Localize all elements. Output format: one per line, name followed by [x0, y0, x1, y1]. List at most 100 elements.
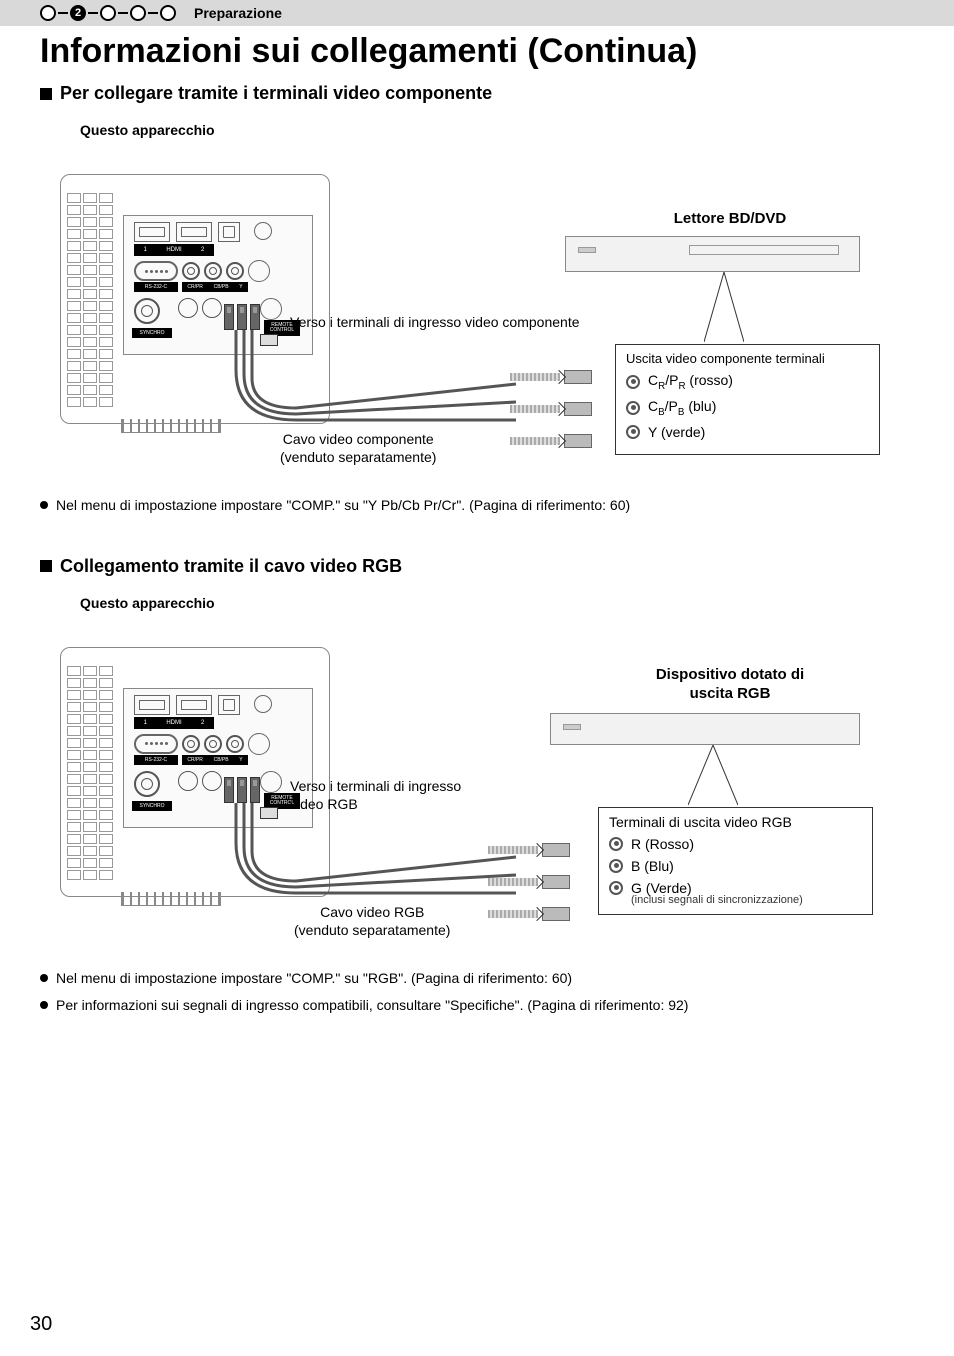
circle-port-icon — [254, 222, 272, 240]
rca-port-icon — [204, 262, 222, 280]
terminal-red-label: R (Rosso) — [631, 836, 694, 852]
terminal-row-blue: CB/PB (blu) — [626, 398, 869, 418]
bullet-item: Nel menu di impostazione impostare "COMP… — [40, 496, 914, 516]
terminal-box: Terminali di uscita video RGB R (Rosso) … — [598, 807, 873, 915]
input-label-line2: video RGB — [290, 795, 510, 813]
hdmi-2-label: 2 — [201, 720, 204, 726]
rca-cr-label: CR/PR — [187, 284, 203, 290]
connector-icon — [118, 12, 128, 14]
section-component: Per collegare tramite i terminali video … — [0, 83, 954, 138]
rs232-label: RS-232-C — [134, 755, 178, 765]
bullet-text: Nel menu di impostazione impostare "COMP… — [56, 496, 630, 516]
sync-label: SYNCHRO — [132, 328, 172, 338]
rca-ring-icon — [609, 859, 623, 873]
page-number: 30 — [30, 1313, 52, 1336]
step-5-icon — [160, 5, 176, 21]
step-label: Preparazione — [194, 5, 282, 21]
hdmi-port-icon — [176, 695, 212, 715]
vent-grid-icon — [67, 193, 113, 393]
panel-row-hdmi — [134, 222, 272, 242]
rs232-label: RS-232-C — [134, 282, 178, 292]
square-bullet-icon — [40, 560, 52, 572]
step-circles: 2 — [40, 5, 176, 21]
section-heading-text: Collegamento tramite il cavo video RGB — [60, 556, 402, 577]
bullet-item: Nel menu di impostazione impostare "COMP… — [40, 969, 914, 989]
plug-icon — [250, 777, 260, 803]
step-4-icon — [130, 5, 146, 21]
hdmi-text-label: HDMI — [166, 247, 181, 253]
rca-ring-icon — [609, 881, 623, 895]
rca-ring-icon — [609, 837, 623, 851]
section-heading-text: Per collegare tramite i terminali video … — [60, 83, 492, 104]
plug-icon — [224, 304, 234, 330]
rca-port-icon — [226, 735, 244, 753]
panel-row-hdmi — [134, 695, 272, 715]
bullet-dot-icon — [40, 974, 48, 982]
rca-port-icon — [182, 735, 200, 753]
jack-icon — [510, 402, 600, 416]
terminal-title: Uscita video componente terminali — [626, 351, 869, 366]
cable-caption-line1: Cavo video RGB — [294, 903, 450, 921]
circle-port-icon — [254, 695, 272, 713]
player-device — [550, 713, 860, 745]
bullet-item: Per informazioni sui segnali di ingresso… — [40, 996, 914, 1016]
rca-port-icon — [226, 262, 244, 280]
hdmi-label-strip: 1 HDMI 2 — [134, 244, 214, 256]
player-device — [565, 236, 860, 272]
circle-port-icon — [248, 260, 270, 282]
terminal-box: Uscita video componente terminali CR/PR … — [615, 344, 880, 455]
circle-port-icon — [248, 733, 270, 755]
plug-icon — [237, 777, 247, 803]
hdmi-1-label: 1 — [144, 247, 147, 253]
jack-icon — [488, 843, 578, 857]
panel-row-rca — [134, 733, 270, 755]
terminal-red-label: CR/PR (rosso) — [648, 372, 733, 392]
step-1-icon — [40, 5, 56, 21]
jack-icon — [488, 907, 578, 921]
rca-ring-icon — [626, 375, 640, 389]
player-label-line1: Dispositivo dotato di — [610, 665, 850, 685]
panel-row-rca — [134, 260, 270, 282]
hdmi-2-label: 2 — [201, 247, 204, 253]
step-2-icon: 2 — [70, 5, 86, 21]
input-label-line1: Verso i terminali di ingresso — [290, 777, 510, 795]
jack-icon — [510, 370, 600, 384]
player-label: Dispositivo dotato di uscita RGB — [610, 665, 850, 704]
terminal-green-label: Y (verde) — [648, 424, 705, 440]
terminal-row-red: R (Rosso) — [609, 836, 862, 852]
sync-port-icon — [134, 771, 160, 797]
terminal-row-green: Y (verde) — [626, 424, 869, 440]
cable-caption: Cavo video RGB (venduto separatamente) — [294, 903, 450, 939]
rca-cb-label: CB/PB — [214, 284, 229, 290]
hdmi-text-label: HDMI — [166, 720, 181, 726]
cable-caption-line2: (venduto separatamente) — [294, 921, 450, 939]
rca-label-strip: CR/PR CB/PB Y — [182, 755, 248, 765]
hdmi-port-icon — [134, 695, 170, 715]
rca-ring-icon — [626, 425, 640, 439]
terminal-row-blue: B (Blu) — [609, 858, 862, 874]
rca-port-icon — [182, 262, 200, 280]
hdmi-port-icon — [134, 222, 170, 242]
projector-foot-icon — [121, 892, 221, 906]
remote-port-icon — [260, 298, 282, 320]
player-label-line2: uscita RGB — [610, 684, 850, 704]
connector-icon — [58, 12, 68, 14]
bundle-ring-icon — [260, 334, 280, 354]
connector-icon — [88, 12, 98, 14]
jack-group — [488, 843, 578, 921]
jack-icon — [510, 434, 600, 448]
jack-group — [510, 370, 600, 448]
usb-port-icon — [218, 222, 240, 242]
rca-ring-icon — [626, 401, 640, 415]
player-button-icon — [578, 247, 596, 253]
rca-port-icon — [204, 735, 222, 753]
section-rgb: Collegamento tramite il cavo video RGB Q… — [0, 556, 954, 611]
plug-icon — [250, 304, 260, 330]
device-label: Questo apparecchio — [80, 595, 914, 611]
square-bullet-icon — [40, 88, 52, 100]
rca-y-label: Y — [239, 757, 242, 763]
terminal-blue-label: CB/PB (blu) — [648, 398, 716, 418]
player-slot-icon — [689, 245, 839, 255]
bullet-list-2: Nel menu di impostazione impostare "COMP… — [0, 957, 954, 1016]
trigger-port-icon — [178, 771, 198, 791]
